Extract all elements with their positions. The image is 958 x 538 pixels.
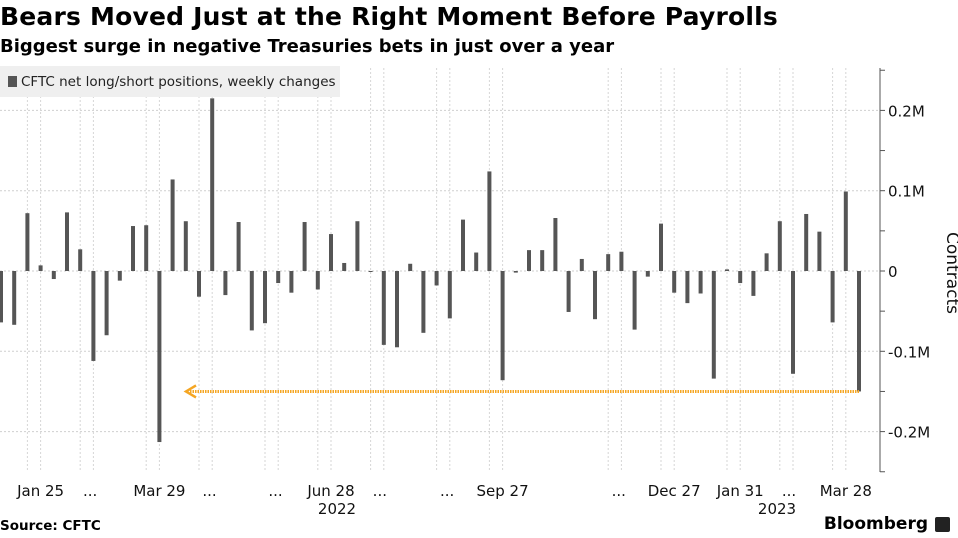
bar [698, 271, 703, 294]
bar [500, 271, 505, 381]
source-note: Source: CFTC [0, 518, 101, 534]
bar [632, 271, 637, 330]
x-tick-label: Jan 31 [716, 482, 764, 500]
bar [117, 271, 122, 281]
bar [381, 271, 386, 345]
bar [421, 271, 426, 333]
legend-label: CFTC net long/short positions, weekly ch… [21, 73, 336, 90]
bar [619, 251, 624, 271]
year-label: 2022 [318, 500, 356, 518]
chart-subtitle: Biggest surge in negative Treasuries bet… [0, 36, 615, 57]
bar [78, 249, 83, 271]
x-tick-label: ... [202, 482, 216, 500]
bar [395, 271, 399, 348]
bar [276, 271, 281, 284]
y-tick-label: -0.1M [888, 343, 930, 361]
bar [579, 258, 584, 271]
bar [302, 222, 307, 271]
bar [170, 179, 175, 271]
bar [606, 254, 611, 271]
bar [12, 271, 17, 325]
bloomberg-chart-icon [935, 517, 950, 532]
year-label: 2023 [758, 500, 796, 518]
bar [513, 271, 518, 273]
x-tick-label: ... [83, 482, 97, 500]
bar [461, 219, 465, 271]
bar [25, 213, 30, 271]
x-tick-label: ... [440, 482, 454, 500]
y-tick-label: 0.2M [888, 102, 925, 120]
bar [38, 265, 43, 271]
bar [857, 271, 861, 392]
x-tick-label: Mar 28 [820, 482, 872, 500]
x-tick-label: ... [782, 482, 796, 500]
bar [764, 253, 769, 271]
bar [223, 271, 228, 296]
bar [487, 171, 492, 271]
bar [645, 271, 650, 277]
bar [593, 271, 597, 320]
bar [738, 271, 743, 284]
bar [527, 250, 531, 271]
x-tick-label: ... [612, 482, 626, 500]
bar [144, 225, 149, 271]
bar [566, 271, 571, 312]
bar [817, 231, 822, 271]
bar [263, 271, 267, 324]
bar [408, 263, 413, 271]
bar [157, 271, 162, 443]
bar [51, 271, 56, 280]
x-tick-label: Sep 27 [477, 482, 529, 500]
bar [751, 271, 756, 296]
bar [474, 252, 479, 271]
bar [843, 191, 848, 271]
bar [368, 271, 373, 272]
bar [131, 226, 135, 271]
bar [197, 271, 201, 297]
legend: CFTC net long/short positions, weekly ch… [0, 66, 340, 97]
bar [434, 271, 439, 286]
x-tick-label: Mar 29 [133, 482, 185, 500]
y-tick-label: 0.1M [888, 183, 925, 201]
x-tick-label: Dec 27 [648, 482, 701, 500]
bar [553, 218, 558, 271]
x-tick-label: Jun 28 [306, 482, 354, 500]
bar [236, 222, 241, 271]
legend-swatch [8, 76, 17, 87]
bar [315, 271, 320, 290]
x-tick-label: ... [373, 482, 387, 500]
bar [91, 271, 96, 361]
bar [249, 271, 254, 331]
bar [65, 212, 69, 271]
bar [104, 271, 109, 336]
bar [804, 213, 809, 271]
bloomberg-logo: Bloomberg [823, 514, 928, 534]
bar [447, 271, 452, 319]
bar [210, 98, 215, 271]
y-axis-label: Contracts [942, 232, 958, 314]
bar [329, 234, 333, 271]
annotation-arrowhead-icon [183, 384, 197, 399]
bar [791, 271, 795, 374]
bar [725, 269, 729, 271]
bar [830, 271, 835, 323]
bar [672, 271, 677, 293]
bar [0, 271, 3, 323]
bar [289, 271, 294, 293]
bar [540, 250, 545, 271]
y-tick-label: 0 [888, 263, 898, 281]
chart-title: Bears Moved Just at the Right Moment Bef… [0, 2, 778, 31]
bar [685, 271, 690, 304]
bar [355, 221, 360, 271]
x-tick-label: ... [268, 482, 282, 500]
bar [711, 271, 716, 379]
y-tick-label: -0.2M [888, 424, 930, 442]
x-tick-label: Jan 25 [16, 482, 64, 500]
bar [183, 221, 188, 271]
bar [659, 223, 663, 271]
bar [342, 262, 347, 271]
bar [777, 221, 782, 271]
